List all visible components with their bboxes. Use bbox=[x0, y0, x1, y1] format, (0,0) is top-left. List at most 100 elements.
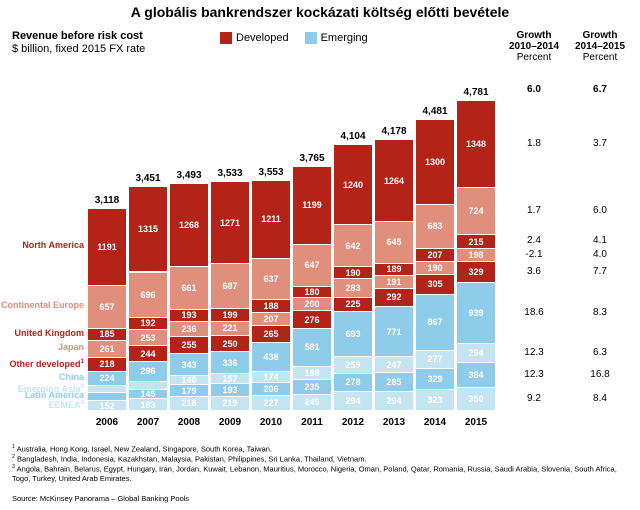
seg-other_developed-2015: 329 bbox=[457, 261, 495, 282]
year-2012: 2012 bbox=[334, 417, 372, 428]
seg-north_america-2006: 1191 bbox=[88, 208, 126, 285]
growth-emerging_asia-g2: 6.3 bbox=[572, 347, 628, 358]
seg-japan-2009: 221 bbox=[211, 321, 249, 335]
series-label-emerging_asia: Emerging Asia2 bbox=[0, 384, 84, 394]
seg-china-2010: 438 bbox=[252, 342, 290, 370]
series-label-china: China bbox=[0, 373, 84, 382]
series-label-japan: Japan bbox=[0, 343, 84, 352]
growth-latin_america-g1: 12.3 bbox=[506, 369, 562, 380]
growth-eemea-g1: 9.2 bbox=[506, 393, 562, 404]
growth-header-2-top: Growth bbox=[572, 30, 628, 41]
seg-latin_america-2011: 235 bbox=[293, 379, 331, 394]
seg-china-2008: 343 bbox=[170, 353, 208, 375]
seg-continental_europe-2012: 642 bbox=[334, 224, 372, 266]
seg-north_america-2008: 1268 bbox=[170, 183, 208, 265]
seg-eemea-2008: 218 bbox=[170, 396, 208, 410]
seg-united_kingdom-2009: 199 bbox=[211, 308, 249, 321]
legend-emerging-label: Emerging bbox=[321, 32, 368, 44]
seg-japan-2015: 198 bbox=[457, 248, 495, 261]
total-2006: 3,118 bbox=[88, 195, 126, 206]
seg-emerging_asia-2010: 174 bbox=[252, 371, 290, 382]
legend-emerging: Emerging bbox=[305, 32, 368, 44]
seg-other_developed-2014: 305 bbox=[416, 274, 454, 294]
seg-continental_europe-2007: 696 bbox=[129, 272, 167, 317]
growth-other_developed-g2: 7.7 bbox=[572, 266, 628, 277]
seg-north_america-2014: 1300 bbox=[416, 119, 454, 203]
total-2014: 4,481 bbox=[416, 106, 454, 117]
legend-developed-label: Developed bbox=[236, 32, 289, 44]
seg-continental_europe-2013: 645 bbox=[375, 221, 413, 263]
seg-emerging_asia-2011: 198 bbox=[293, 366, 331, 379]
year-2015: 2015 bbox=[457, 417, 495, 428]
seg-united_kingdom-2007: 192 bbox=[129, 317, 167, 329]
legend: Developed Emerging bbox=[220, 32, 368, 44]
seg-united_kingdom-2015: 215 bbox=[457, 234, 495, 248]
seg-china-2012: 693 bbox=[334, 311, 372, 356]
seg-north_america-2011: 1199 bbox=[293, 166, 331, 244]
chart-main-title: A globális bankrendszer kockázati költsé… bbox=[0, 4, 640, 20]
seg-japan-2010: 207 bbox=[252, 312, 290, 325]
seg-emerging_asia-2013: 247 bbox=[375, 356, 413, 372]
seg-japan-2013: 191 bbox=[375, 275, 413, 287]
seg-latin_america-2012: 278 bbox=[334, 373, 372, 391]
growth-china-g1: 18.6 bbox=[506, 307, 562, 318]
seg-other_developed-2008: 255 bbox=[170, 336, 208, 353]
growth-header-1: Growth 2010–2014 Percent bbox=[506, 30, 562, 63]
growth-united_kingdom-g2: 4.1 bbox=[572, 235, 628, 246]
total-2007: 3,451 bbox=[129, 173, 167, 184]
seg-emerging_asia-2007 bbox=[129, 381, 167, 389]
seg-other_developed-2010: 265 bbox=[252, 325, 290, 342]
total-2008: 3,493 bbox=[170, 170, 208, 181]
growth-header-2-mid: 2014–2015 bbox=[572, 41, 628, 52]
seg-latin_america-2010: 206 bbox=[252, 382, 290, 395]
seg-north_america-2010: 1211 bbox=[252, 180, 290, 259]
seg-emerging_asia-2008: 140 bbox=[170, 375, 208, 384]
seg-china-2009: 336 bbox=[211, 351, 249, 373]
seg-continental_europe-2006: 657 bbox=[88, 285, 126, 328]
growth-latin_america-g2: 16.8 bbox=[572, 369, 628, 380]
yaxis-unit: $ billion, fixed 2015 FX rate bbox=[12, 43, 145, 55]
year-2007: 2007 bbox=[129, 417, 167, 428]
seg-eemea-2009: 219 bbox=[211, 396, 249, 410]
seg-continental_europe-2009: 687 bbox=[211, 263, 249, 308]
seg-latin_america-2014: 329 bbox=[416, 368, 454, 389]
seg-north_america-2007: 1315 bbox=[129, 186, 167, 271]
seg-other_developed-2012: 225 bbox=[334, 297, 372, 312]
seg-united_kingdom-2010: 188 bbox=[252, 299, 290, 311]
growth-japan-g2: 4.0 bbox=[572, 249, 628, 260]
seg-china-2011: 581 bbox=[293, 328, 331, 366]
seg-japan-2007: 253 bbox=[129, 329, 167, 345]
total-2012: 4,104 bbox=[334, 131, 372, 142]
stacked-bar-chart: 15222421826118565711913,1182006183145296… bbox=[88, 78, 496, 428]
seg-continental_europe-2011: 647 bbox=[293, 244, 331, 286]
seg-eemea-2012: 294 bbox=[334, 391, 372, 410]
legend-developed-swatch bbox=[220, 32, 232, 44]
seg-latin_america-2013: 285 bbox=[375, 372, 413, 390]
seg-eemea-2013: 294 bbox=[375, 391, 413, 410]
growth-north_america-g2: 3.7 bbox=[572, 138, 628, 149]
seg-continental_europe-2008: 661 bbox=[170, 266, 208, 309]
legend-developed: Developed bbox=[220, 32, 289, 44]
seg-emerging_asia-2009: 157 bbox=[211, 373, 249, 383]
total-2010: 3,553 bbox=[252, 167, 290, 178]
footnote-2: 2 Bangladesh, India, Indonesia, Kazakhst… bbox=[12, 454, 630, 464]
seg-united_kingdom-2008: 193 bbox=[170, 309, 208, 322]
seg-united_kingdom-2006: 185 bbox=[88, 328, 126, 340]
seg-japan-2012: 283 bbox=[334, 278, 372, 296]
seg-united_kingdom-2013: 189 bbox=[375, 263, 413, 275]
seg-japan-2014: 190 bbox=[416, 261, 454, 273]
seg-latin_america-2009: 193 bbox=[211, 383, 249, 396]
total-2015: 4,781 bbox=[457, 87, 495, 98]
seg-emerging_asia-2015: 294 bbox=[457, 343, 495, 362]
seg-other_developed-2011: 276 bbox=[293, 310, 331, 328]
growth-continental_europe-g1: 1.7 bbox=[506, 205, 562, 216]
series-label-eemea: EEMEA3 bbox=[0, 400, 84, 410]
seg-north_america-2009: 1271 bbox=[211, 181, 249, 263]
seg-other_developed-2009: 250 bbox=[211, 335, 249, 351]
seg-japan-2008: 236 bbox=[170, 321, 208, 336]
seg-other_developed-2006: 218 bbox=[88, 357, 126, 371]
series-label-united_kingdom: United Kingdom bbox=[0, 329, 84, 338]
seg-united_kingdom-2012: 190 bbox=[334, 266, 372, 278]
growth-other_developed-g1: 3.6 bbox=[506, 266, 562, 277]
seg-japan-2011: 200 bbox=[293, 297, 331, 310]
